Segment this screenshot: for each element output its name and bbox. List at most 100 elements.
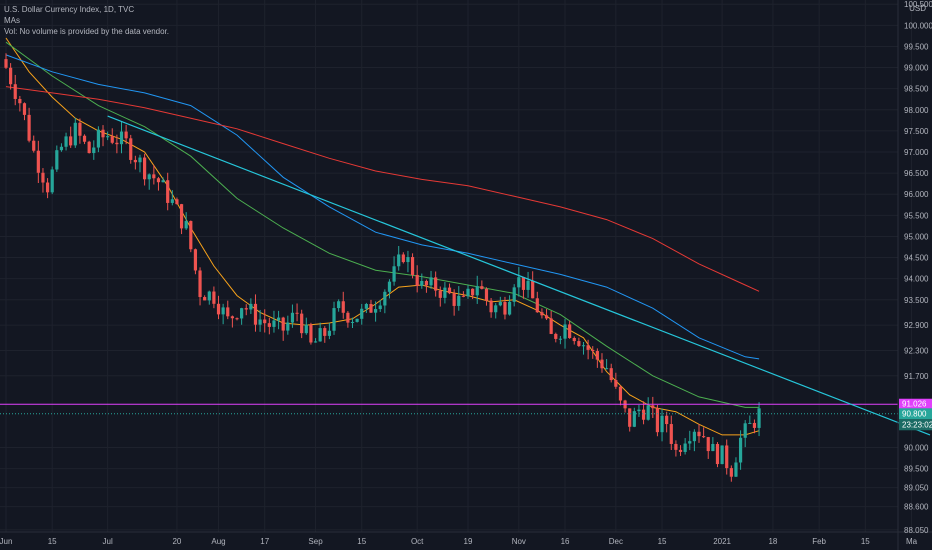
candle-body (129, 138, 133, 160)
price-tick-label: 95.500 (904, 211, 929, 220)
time-tick-label: Sep (308, 537, 323, 546)
candle-body (420, 280, 424, 286)
time-axis[interactable]: Jun 15 Jul 20 Aug 17 Sep 15 Oct 19 Nov 16 Dec 15 2021 1… (0, 537, 918, 546)
candle-body (45, 182, 50, 193)
candle-body (41, 172, 45, 183)
candle-body (397, 254, 401, 267)
time-tick-label: Oct (411, 537, 424, 546)
candle-body (674, 443, 678, 450)
candle-body (494, 305, 498, 313)
candle-body (110, 136, 114, 143)
candle-body (651, 405, 655, 409)
time-tick-label: Feb (812, 537, 826, 546)
candle-body (295, 312, 299, 314)
candle-body (503, 302, 507, 315)
candle-body (216, 303, 221, 315)
candle-body (240, 308, 244, 319)
drawn-lines (0, 115, 931, 436)
horizontal-line-price-tag-bg (899, 398, 932, 410)
price-tick-label: 97.000 (904, 148, 929, 157)
candle-body (59, 146, 64, 151)
candle-body (702, 436, 706, 438)
time-tick-label: 18 (768, 537, 777, 546)
candle-body (521, 277, 526, 290)
candle-body (720, 445, 724, 465)
time-tick-label: 2021 (713, 537, 731, 546)
time-tick-label: Jul (103, 537, 113, 546)
candle-body (595, 351, 599, 360)
candle-body (161, 180, 165, 183)
candle-body (147, 174, 151, 180)
grid-lines (0, 0, 913, 532)
candle-body (124, 131, 128, 139)
candle-body (253, 303, 258, 325)
candle-body (13, 84, 17, 99)
candle-body (383, 291, 387, 306)
volume-indicator-label[interactable]: Vol: No volume is provided by the data v… (4, 27, 169, 36)
candle-body (226, 307, 230, 317)
candle-body (572, 338, 576, 342)
candle-body (184, 221, 188, 229)
candlesticks (4, 53, 761, 482)
candle-body (655, 408, 660, 433)
last-price-tag-bg (899, 408, 932, 420)
candle-body (443, 287, 447, 298)
candle-body (166, 180, 170, 203)
candle-body (244, 308, 248, 310)
candle-body (327, 330, 331, 336)
candle-body (78, 122, 82, 136)
candle-body (581, 345, 586, 347)
price-tick-label: 88.600 (904, 503, 929, 512)
candle-body (517, 277, 521, 288)
time-tick-label: 15 (357, 537, 366, 546)
time-tick-label: Dec (609, 537, 623, 546)
price-tick-label: 89.500 (904, 465, 929, 474)
candle-body (304, 324, 308, 334)
candle-body (429, 277, 433, 286)
candle-body (434, 277, 438, 291)
candle-body (665, 415, 669, 425)
candle-body (267, 323, 271, 327)
candle-body (82, 135, 87, 142)
moving-average-line (5, 86, 760, 292)
mas-indicator-label[interactable]: MAs (4, 16, 20, 25)
candle-body (697, 431, 701, 437)
candle-body (628, 408, 632, 427)
price-tick-label: 90.000 (904, 444, 929, 453)
candle-body (614, 380, 618, 387)
candle-body (230, 316, 234, 319)
candle-body (637, 409, 641, 412)
candle-body (337, 301, 341, 309)
price-tick-label: 92.900 (904, 321, 929, 330)
candle-body (410, 257, 415, 275)
candle-body (711, 443, 715, 452)
candle-body (341, 301, 345, 313)
candle-body (50, 169, 54, 193)
candle-body (489, 300, 493, 313)
candle-body (133, 159, 137, 163)
trendline[interactable] (107, 115, 931, 436)
candle-body (563, 324, 567, 339)
price-tick-label: 95.000 (904, 232, 929, 241)
candle-body (660, 415, 664, 433)
candle-body (87, 141, 91, 154)
candle-body (115, 142, 119, 145)
candle-body (757, 408, 761, 428)
candle-body (387, 281, 392, 292)
candle-body (263, 319, 267, 324)
candle-body (507, 301, 512, 315)
time-tick-label: Nov (512, 537, 526, 546)
candle-body (743, 423, 747, 438)
symbol-title[interactable]: U.S. Dollar Currency Index, 1D, TVC (4, 5, 135, 14)
candle-body (32, 140, 36, 151)
candle-body (591, 349, 595, 352)
price-tick-label: 98.500 (904, 85, 929, 94)
candle-body (22, 103, 27, 115)
candle-body (73, 122, 77, 146)
candle-body (18, 98, 22, 104)
candle-body (415, 274, 419, 286)
time-tick-label: 17 (260, 537, 269, 546)
candle-body (618, 386, 623, 401)
price-axis[interactable]: 100.500 100.000 99.500 99.000 98.500 98.000 97… (904, 0, 932, 535)
